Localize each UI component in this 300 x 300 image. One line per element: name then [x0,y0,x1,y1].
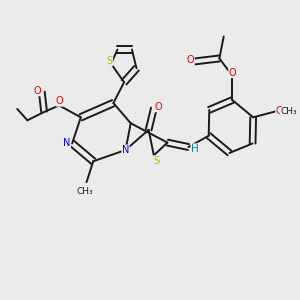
Text: O: O [154,102,162,112]
Text: H: H [191,144,199,154]
Text: O: O [187,55,194,65]
Text: O: O [229,68,236,78]
Text: CH₃: CH₃ [280,107,297,116]
Text: O: O [276,106,283,116]
Text: N: N [122,145,129,155]
Text: O: O [34,86,42,96]
Text: CH₃: CH₃ [77,187,93,196]
Text: S: S [153,156,159,166]
Text: O: O [56,96,64,106]
Text: N: N [63,139,70,148]
Text: S: S [106,56,113,66]
